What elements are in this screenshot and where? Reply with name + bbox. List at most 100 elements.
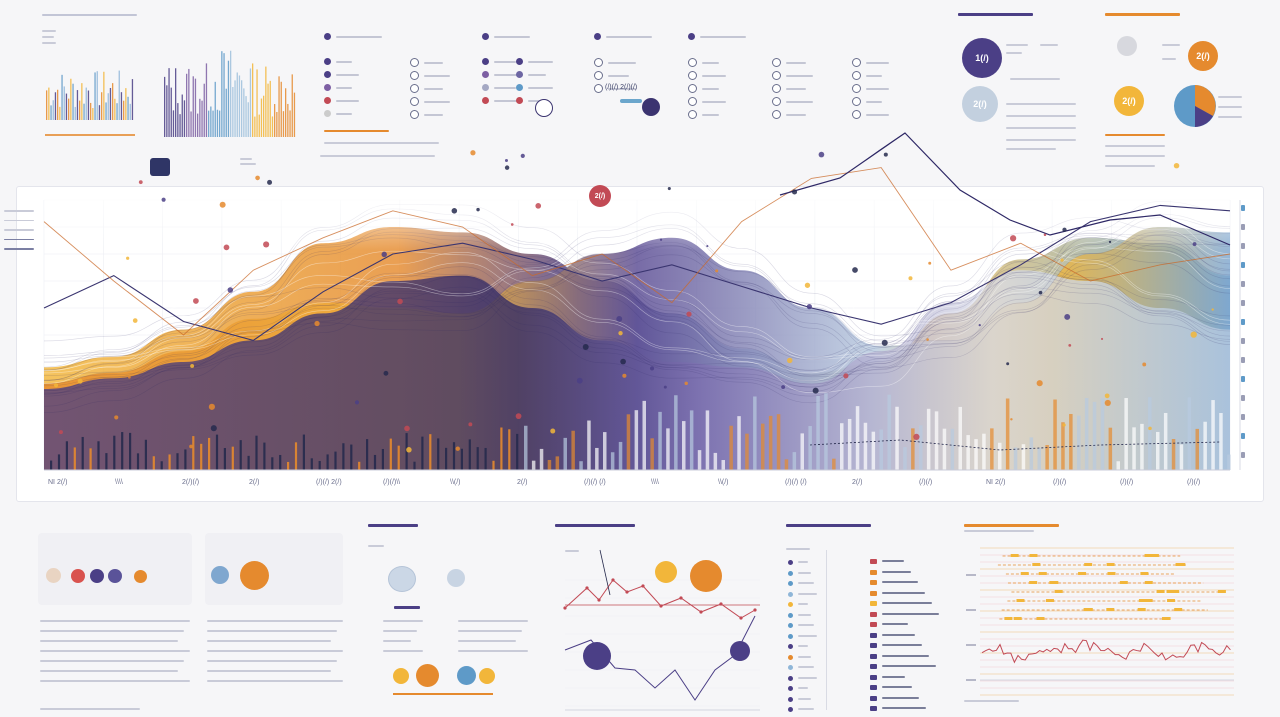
paragraph-line <box>458 630 522 632</box>
br-marker <box>1174 608 1183 611</box>
scatter-point <box>535 203 542 209</box>
list-line <box>882 612 939 615</box>
line-series-dark <box>43 204 1231 341</box>
mini-bar <box>70 78 72 120</box>
bar-mark <box>816 395 820 470</box>
bar-mark <box>626 414 631 470</box>
list-line <box>798 655 811 658</box>
mini-bar <box>265 66 267 137</box>
scatter-point <box>787 357 793 364</box>
scatter-point <box>515 413 522 420</box>
bl-point <box>753 608 757 612</box>
legend-swatch <box>772 84 781 93</box>
legend-row <box>516 58 553 65</box>
bottom-line-chart-circle-purple <box>583 642 611 670</box>
x-tick-label: \\(/) <box>450 479 461 486</box>
text-line <box>1010 78 1060 80</box>
flow-line <box>43 261 1231 388</box>
scatter-point <box>1100 337 1104 341</box>
bottom-panel-2-dot-blue <box>211 566 229 584</box>
legend-row <box>688 110 719 119</box>
scatter-point <box>715 269 719 273</box>
legend-row <box>410 84 443 93</box>
text-line <box>1218 116 1242 118</box>
scatter-point <box>210 425 217 432</box>
br-marker <box>1029 554 1038 557</box>
bar-mark <box>247 455 250 470</box>
text-line <box>1006 127 1076 129</box>
legend-row <box>852 97 882 106</box>
legend-row <box>688 71 726 80</box>
br-marker <box>1049 581 1058 584</box>
bar-mark <box>1069 413 1073 470</box>
legend-row <box>688 58 719 67</box>
legend-line <box>702 100 726 103</box>
main-chart-left-caption <box>4 210 36 250</box>
paragraph-line <box>40 708 140 710</box>
bar-mark <box>1140 423 1144 470</box>
bottom-panel-3-circle-b <box>447 569 465 587</box>
legend-header <box>594 33 652 40</box>
list-line <box>798 603 808 605</box>
br-marker <box>1106 608 1115 611</box>
bar-mark <box>1084 397 1089 470</box>
list-line <box>798 708 814 710</box>
bar-mark <box>539 448 544 470</box>
panel-title-line <box>964 700 1019 702</box>
list-line <box>882 633 915 636</box>
bar-mark <box>832 458 836 470</box>
bar-mark <box>705 410 710 470</box>
bl-point <box>719 602 723 606</box>
scatter-point <box>1009 235 1017 242</box>
bottom-panel-1-dot-indigo <box>108 569 122 583</box>
scatter-point <box>667 186 671 191</box>
br-marker <box>1144 581 1153 584</box>
scatter-point <box>470 150 476 156</box>
bottom-panel-1-dot-purple <box>90 569 104 583</box>
mini-bar <box>94 72 96 120</box>
bar-mark <box>1187 397 1192 470</box>
mini-bar <box>260 98 263 137</box>
list-line <box>882 623 908 625</box>
paragraph-line <box>40 650 190 652</box>
mini-bar <box>120 92 123 120</box>
br-marker <box>1217 590 1226 593</box>
flow-line <box>43 217 1231 371</box>
bar-mark <box>911 428 915 470</box>
mini-bar <box>238 75 241 137</box>
list-line <box>798 592 817 595</box>
panel-title-line <box>368 545 384 547</box>
br-marker <box>1084 608 1093 611</box>
flow-line <box>43 233 1231 392</box>
scatter-point <box>1108 240 1112 244</box>
bar-mark <box>1203 421 1207 470</box>
legend-line <box>608 87 636 90</box>
scatter-point <box>381 251 387 258</box>
bar-mark <box>500 427 503 470</box>
mini-bar <box>210 106 212 137</box>
legend-header-line <box>700 35 746 38</box>
flow-line <box>43 243 1231 394</box>
bar-mark <box>1227 454 1231 470</box>
bar-mark <box>934 411 939 470</box>
mini-bar <box>74 106 76 120</box>
scatter-point <box>659 238 663 241</box>
bar-mark <box>208 437 211 470</box>
legend-line <box>494 99 523 102</box>
x-tick-label: 2(/)(/) <box>182 479 200 486</box>
br-marker <box>1078 572 1087 575</box>
mini-bar <box>96 71 98 120</box>
legend-swatch <box>852 84 861 93</box>
bar-mark <box>524 425 528 470</box>
list-square <box>870 622 877 627</box>
legend-header-line <box>494 35 530 38</box>
bar-mark <box>603 432 607 470</box>
legend-line <box>702 113 719 116</box>
flow-line <box>43 251 1231 382</box>
bar-mark <box>1021 444 1026 470</box>
mini-bar <box>54 92 57 120</box>
legend-line <box>608 61 636 64</box>
bar-mark <box>255 435 258 470</box>
legend-header-line <box>336 35 382 38</box>
paragraph-line <box>207 630 337 632</box>
